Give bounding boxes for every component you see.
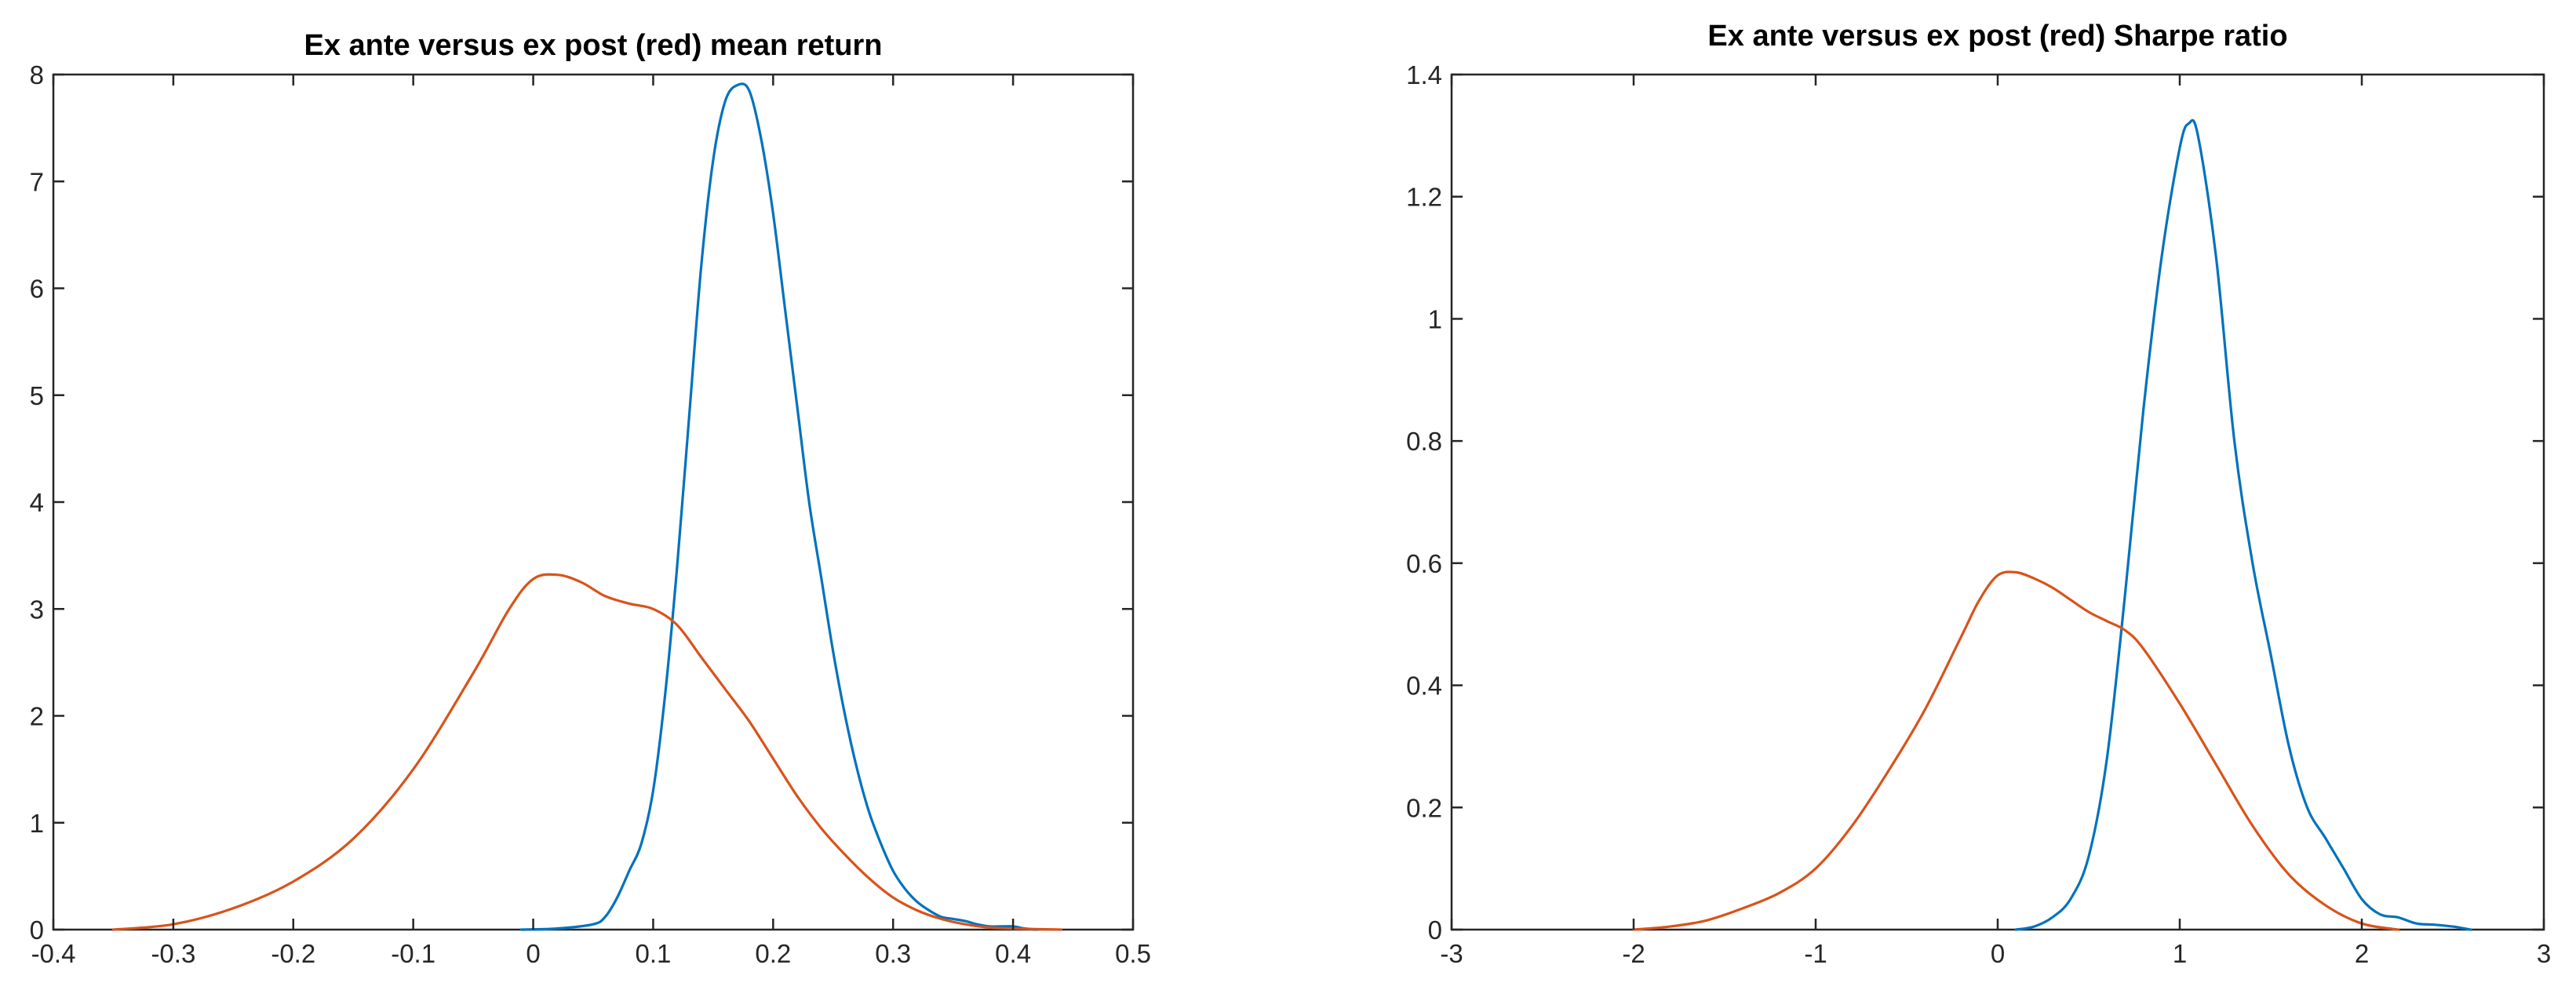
ex-post-series-line: [1632, 570, 2399, 931]
y-tick-label: 0.8: [1406, 427, 1442, 456]
x-tick-label: 0: [526, 939, 540, 968]
ex-post-series-line: [111, 573, 1062, 931]
chart-sharpe-ratio: Ex ante versus ex post (red) Sharpe rati…: [1406, 20, 2551, 968]
y-tick-label: 0: [1428, 915, 1442, 945]
axes-box: [52, 73, 1135, 931]
y-tick-label: 1.2: [1406, 183, 1442, 212]
x-ticks: -0.4 -0.3 -0.2 -0.1 0 0.1 0.2 0.3 0.4 0.5: [31, 75, 1151, 968]
y-tick-label: 0.2: [1406, 793, 1442, 822]
chart-mean-return: Ex ante versus ex post (red) mean return…: [30, 29, 1151, 968]
x-tick-label: 0.3: [875, 939, 911, 968]
x-tick-label: -2: [1622, 939, 1645, 968]
ex-ante-series-line: [519, 82, 1039, 931]
chart-title: Ex ante versus ex post (red) Sharpe rati…: [1707, 20, 2287, 53]
x-tick-label: -0.1: [391, 939, 435, 968]
y-tick-label: 1: [30, 809, 44, 838]
ex-ante-series-line: [2014, 118, 2472, 931]
x-tick-label: 0.5: [1115, 939, 1151, 968]
x-tick-label: -1: [1804, 939, 1827, 968]
x-tick-label: 0.1: [636, 939, 672, 968]
x-tick-label: 2: [2355, 939, 2369, 968]
x-tick-label: 1: [2173, 939, 2187, 968]
y-tick-label: 0.6: [1406, 549, 1442, 578]
x-tick-label: -0.3: [151, 939, 195, 968]
x-tick-label: 0.2: [755, 939, 791, 968]
y-tick-label: 1: [1428, 304, 1442, 333]
x-tick-label: 0.4: [995, 939, 1031, 968]
y-tick-label: 8: [30, 60, 44, 89]
y-tick-label: 2: [30, 702, 44, 731]
y-tick-label: 7: [30, 167, 44, 196]
y-tick-label: 3: [30, 595, 44, 624]
y-tick-label: 4: [30, 488, 44, 517]
series-layer: [1632, 118, 2472, 931]
y-tick-label: 6: [30, 275, 44, 304]
axes-box: [1450, 73, 2545, 931]
x-tick-label: 3: [2537, 939, 2551, 968]
x-tick-label: -3: [1440, 939, 1463, 968]
y-tick-label: 0: [30, 915, 44, 945]
x-ticks: -3 -2 -1 0 1 2 3: [1440, 75, 2551, 968]
y-ticks: 0 0.2 0.4 0.6 0.8 1 1.2 1.4: [1406, 60, 2544, 945]
series-layer: [111, 82, 1062, 931]
y-tick-label: 1.4: [1406, 60, 1442, 89]
y-tick-label: 5: [30, 381, 44, 410]
y-ticks: 0 1 2 3 4 5 6 7 8: [30, 60, 1133, 945]
x-tick-label: -0.2: [271, 939, 315, 968]
x-tick-label: 0: [1991, 939, 2005, 968]
x-tick-label: -0.4: [31, 939, 76, 968]
chart-title: Ex ante versus ex post (red) mean return: [304, 29, 882, 62]
y-tick-label: 0.4: [1406, 672, 1442, 701]
